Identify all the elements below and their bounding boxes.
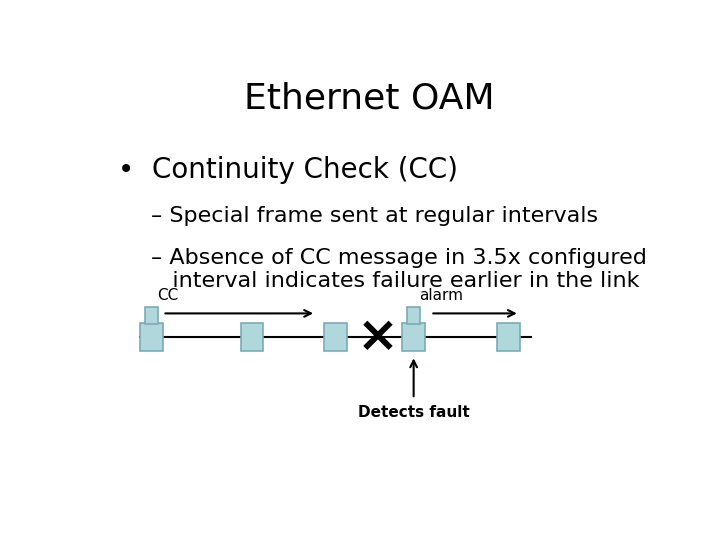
FancyBboxPatch shape — [324, 323, 347, 352]
Text: – Special frame sent at regular intervals: – Special frame sent at regular interval… — [151, 206, 598, 226]
FancyBboxPatch shape — [402, 323, 425, 352]
Text: Ethernet OAM: Ethernet OAM — [243, 82, 495, 116]
FancyBboxPatch shape — [407, 307, 420, 324]
FancyBboxPatch shape — [240, 323, 263, 352]
Text: Detects fault: Detects fault — [358, 406, 469, 420]
Text: – Absence of CC message in 3.5x configured
   interval indicates failure earlier: – Absence of CC message in 3.5x configur… — [151, 248, 647, 291]
Text: CC: CC — [157, 288, 179, 303]
Text: ×: × — [356, 313, 398, 361]
FancyBboxPatch shape — [140, 323, 163, 352]
FancyBboxPatch shape — [145, 307, 158, 324]
Text: •  Continuity Check (CC): • Continuity Check (CC) — [118, 156, 458, 184]
FancyBboxPatch shape — [498, 323, 520, 352]
Text: alarm: alarm — [419, 288, 463, 303]
